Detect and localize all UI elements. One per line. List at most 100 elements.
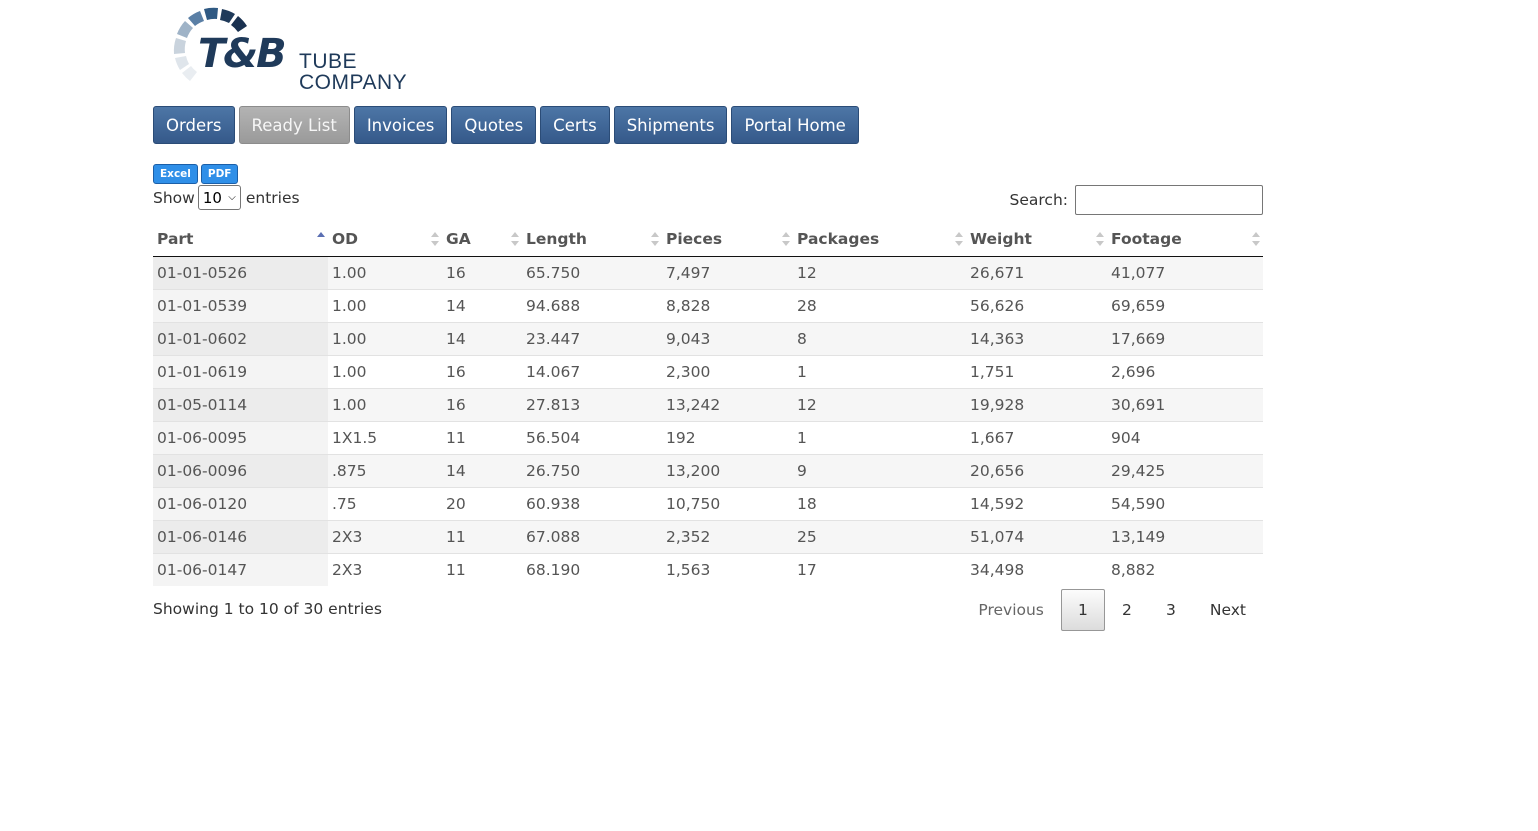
cell-od: 1.00 xyxy=(328,354,442,388)
page-3-button[interactable]: 3 xyxy=(1165,601,1176,619)
cell-ga: 14 xyxy=(442,453,522,487)
cell-weight: 56,626 xyxy=(966,288,1107,322)
sort-both-icon xyxy=(651,232,659,246)
cell-length: 26.750 xyxy=(522,453,662,487)
cell-length: 23.447 xyxy=(522,321,662,355)
cell-length: 27.813 xyxy=(522,387,662,421)
cell-packages: 25 xyxy=(793,519,966,553)
table-row[interactable]: 01-01-0602 1.00 14 23.447 9,043 8 14,363… xyxy=(153,321,1263,355)
cell-pieces: 2,300 xyxy=(662,354,793,388)
nav-invoices-button[interactable]: Invoices xyxy=(353,106,448,144)
cell-weight: 26,671 xyxy=(966,256,1107,289)
table-row[interactable]: 01-06-0146 2X3 11 67.088 2,352 25 51,074… xyxy=(153,519,1263,553)
cell-ga: 11 xyxy=(442,552,522,586)
cell-packages: 12 xyxy=(793,387,966,421)
next-page-button[interactable]: Next xyxy=(1209,601,1246,619)
table-row[interactable]: 01-01-0526 1.00 16 65.750 7,497 12 26,67… xyxy=(153,256,1263,289)
cell-od: 1.00 xyxy=(328,256,442,289)
page-length-select[interactable]: 10 ⌵ xyxy=(197,185,241,210)
cell-footage: 54,590 xyxy=(1107,486,1263,520)
export-buttons: Excel PDF xyxy=(153,164,239,184)
sort-both-icon xyxy=(511,232,519,246)
table-row[interactable]: 01-06-0147 2X3 11 68.190 1,563 17 34,498… xyxy=(153,552,1263,586)
cell-pieces: 9,043 xyxy=(662,321,793,355)
cell-weight: 51,074 xyxy=(966,519,1107,553)
cell-part: 01-06-0146 xyxy=(153,519,328,553)
page-length-control: Show 10 ⌵ entries xyxy=(153,185,300,210)
cell-part: 01-01-0619 xyxy=(153,354,328,388)
column-header-ga[interactable]: GA xyxy=(442,222,522,257)
company-logo[interactable]: T&B TUBE COMPANY xyxy=(170,4,470,93)
cell-footage: 41,077 xyxy=(1107,256,1263,289)
search-control: Search: xyxy=(1010,185,1263,215)
cell-ga: 16 xyxy=(442,354,522,388)
cell-footage: 13,149 xyxy=(1107,519,1263,553)
cell-od: .75 xyxy=(328,486,442,520)
table-row[interactable]: 01-01-0619 1.00 16 14.067 2,300 1 1,751 … xyxy=(153,354,1263,388)
cell-packages: 9 xyxy=(793,453,966,487)
cell-footage: 69,659 xyxy=(1107,288,1263,322)
column-header-label: OD xyxy=(332,229,359,248)
cell-od: .875 xyxy=(328,453,442,487)
nav-shipments-button[interactable]: Shipments xyxy=(613,106,728,144)
column-header-label: GA xyxy=(446,229,471,248)
cell-od: 2X3 xyxy=(328,552,442,586)
cell-part: 01-01-0539 xyxy=(153,288,328,322)
cell-length: 67.088 xyxy=(522,519,662,553)
table-row[interactable]: 01-06-0120 .75 20 60.938 10,750 18 14,59… xyxy=(153,486,1263,520)
cell-packages: 1 xyxy=(793,420,966,454)
column-header-weight[interactable]: Weight xyxy=(966,222,1107,257)
table-body: 01-01-0526 1.00 16 65.750 7,497 12 26,67… xyxy=(153,256,1263,586)
table-row[interactable]: 01-06-0095 1X1.5 11 56.504 192 1 1,667 9… xyxy=(153,420,1263,454)
column-header-length[interactable]: Length xyxy=(522,222,662,257)
cell-footage: 904 xyxy=(1107,420,1263,454)
cell-pieces: 7,497 xyxy=(662,256,793,289)
cell-length: 68.190 xyxy=(522,552,662,586)
cell-footage: 2,696 xyxy=(1107,354,1263,388)
sort-both-icon xyxy=(955,232,963,246)
main-nav: Orders Ready List Invoices Quotes Certs … xyxy=(153,106,859,144)
logo-brand-text: T&B xyxy=(198,31,287,77)
cell-weight: 19,928 xyxy=(966,387,1107,421)
page-2-button[interactable]: 2 xyxy=(1121,601,1132,619)
cell-weight: 14,592 xyxy=(966,486,1107,520)
column-header-footage[interactable]: Footage xyxy=(1107,222,1263,257)
cell-pieces: 13,200 xyxy=(662,453,793,487)
page-1-button[interactable]: 1 xyxy=(1060,589,1105,631)
nav-quotes-button[interactable]: Quotes xyxy=(451,106,537,144)
column-header-part[interactable]: Part xyxy=(153,222,328,257)
search-input[interactable] xyxy=(1075,185,1263,215)
column-header-label: Weight xyxy=(970,229,1032,248)
export-excel-button[interactable]: Excel xyxy=(153,164,198,184)
cell-od: 1.00 xyxy=(328,387,442,421)
cell-length: 56.504 xyxy=(522,420,662,454)
table-row[interactable]: 01-05-0114 1.00 16 27.813 13,242 12 19,9… xyxy=(153,387,1263,421)
previous-page-button[interactable]: Previous xyxy=(978,601,1044,619)
cell-length: 60.938 xyxy=(522,486,662,520)
cell-packages: 17 xyxy=(793,552,966,586)
column-header-label: Part xyxy=(157,229,194,248)
table-row[interactable]: 01-01-0539 1.00 14 94.688 8,828 28 56,62… xyxy=(153,288,1263,322)
nav-portal-home-button[interactable]: Portal Home xyxy=(731,106,859,144)
sort-both-icon xyxy=(782,232,790,246)
nav-ready-list-button[interactable]: Ready List xyxy=(238,106,350,144)
cell-pieces: 1,563 xyxy=(662,552,793,586)
nav-orders-button[interactable]: Orders xyxy=(153,106,235,144)
column-header-packages[interactable]: Packages xyxy=(793,222,966,257)
cell-part: 01-06-0120 xyxy=(153,486,328,520)
table-info: Showing 1 to 10 of 30 entries xyxy=(153,600,382,618)
cell-od: 1.00 xyxy=(328,321,442,355)
cell-ga: 14 xyxy=(442,321,522,355)
cell-packages: 1 xyxy=(793,354,966,388)
cell-pieces: 13,242 xyxy=(662,387,793,421)
nav-certs-button[interactable]: Certs xyxy=(540,106,610,144)
cell-od: 1X1.5 xyxy=(328,420,442,454)
cell-ga: 16 xyxy=(442,256,522,289)
table-row[interactable]: 01-06-0096 .875 14 26.750 13,200 9 20,65… xyxy=(153,453,1263,487)
column-header-label: Pieces xyxy=(666,229,723,248)
search-label: Search: xyxy=(1009,191,1068,209)
column-header-pieces[interactable]: Pieces xyxy=(662,222,793,257)
column-header-od[interactable]: OD xyxy=(328,222,442,257)
cell-weight: 1,751 xyxy=(966,354,1107,388)
export-pdf-button[interactable]: PDF xyxy=(200,164,239,184)
